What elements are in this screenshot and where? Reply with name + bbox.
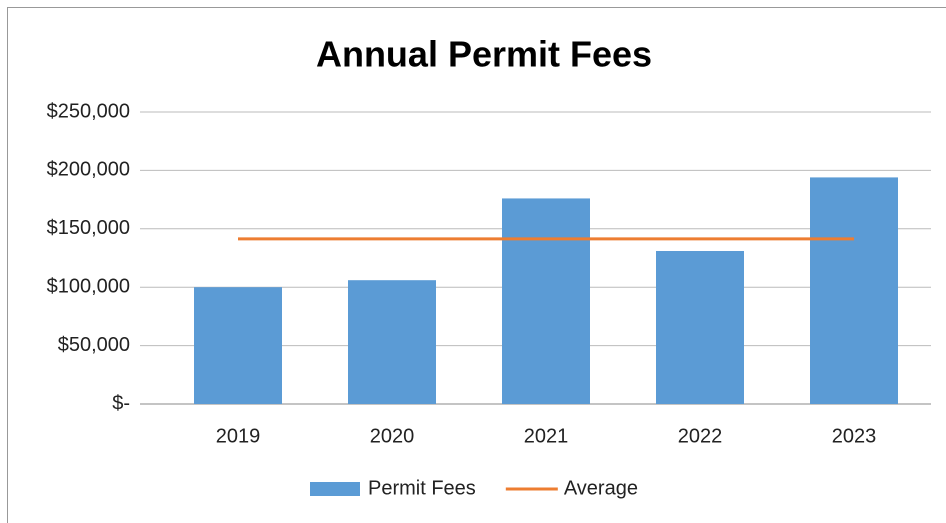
x-tick-label: 2020 xyxy=(370,425,415,447)
bar xyxy=(194,287,282,404)
x-tick-label: 2022 xyxy=(678,425,723,447)
y-tick-label: $250,000 xyxy=(47,100,130,122)
x-tick-label: 2021 xyxy=(524,425,569,447)
y-tick-label: $200,000 xyxy=(47,159,130,181)
chart-title: Annual Permit Fees xyxy=(316,34,652,75)
bar xyxy=(348,280,436,404)
bar xyxy=(656,250,744,404)
y-tick-label: $- xyxy=(112,392,130,414)
bar xyxy=(810,177,898,404)
x-tick-label: 2023 xyxy=(832,425,877,447)
x-tick-label: 2019 xyxy=(216,425,261,447)
y-tick-label: $150,000 xyxy=(47,217,130,239)
y-tick-label: $100,000 xyxy=(47,275,130,297)
legend-label: Average xyxy=(564,477,638,499)
legend-swatch xyxy=(310,482,360,496)
y-tick-label: $50,000 xyxy=(58,334,130,356)
legend-label: Permit Fees xyxy=(368,477,476,499)
chart-frame xyxy=(7,7,946,523)
bar xyxy=(502,198,590,404)
